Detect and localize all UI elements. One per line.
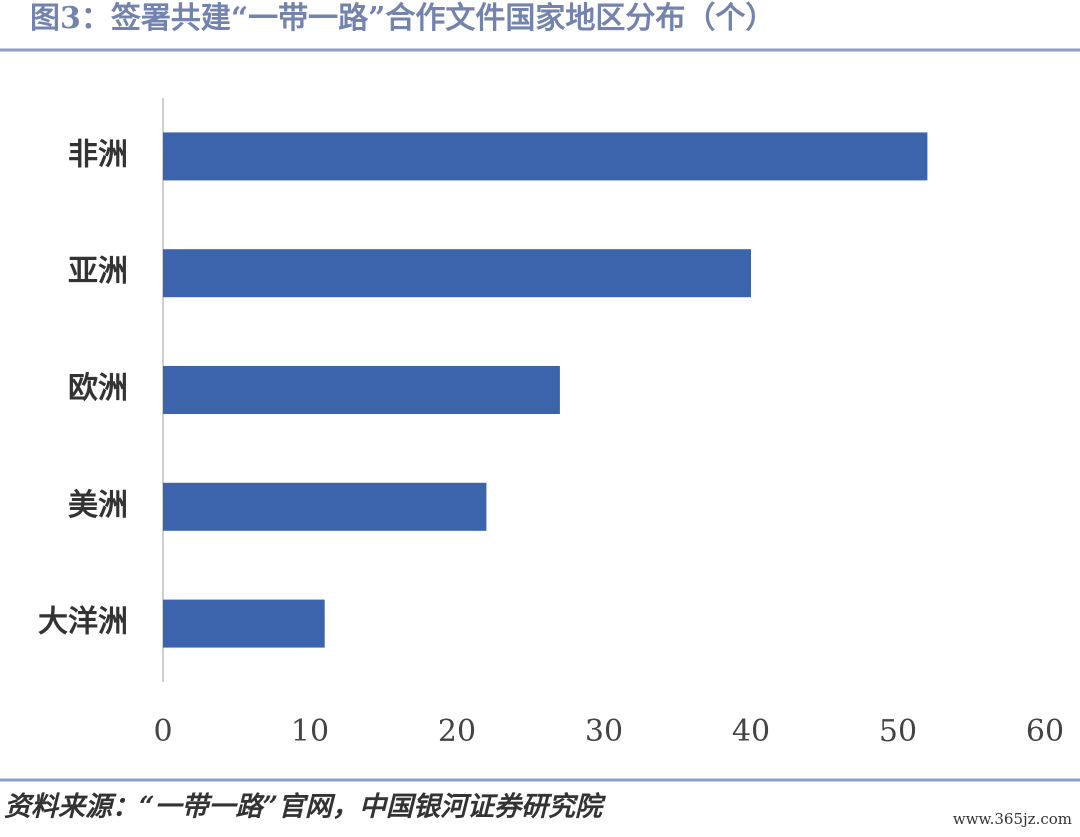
x-tick-label: 60 [1026, 714, 1064, 749]
y-tick-label: 非洲 [68, 137, 128, 172]
x-tick-label: 40 [732, 714, 770, 749]
y-tick-label: 亚洲 [68, 254, 128, 289]
bar [163, 482, 487, 531]
bar [163, 249, 751, 298]
y-tick-label: 欧洲 [68, 371, 128, 406]
x-tick-label: 50 [879, 714, 917, 749]
bar [163, 366, 560, 414]
source-note: 资料来源：“一带一路”官网，中国银河证券研究院 [4, 792, 607, 823]
bar [163, 599, 325, 648]
chart-title: 图3：签署共建“一带一路”合作文件国家地区分布（个） [30, 1, 775, 36]
y-tick-label: 大洋洲 [38, 605, 128, 640]
x-tick-label: 0 [153, 714, 172, 749]
x-tick-label: 10 [291, 714, 329, 749]
bar [163, 132, 928, 181]
x-tick-label: 20 [438, 714, 476, 749]
watermark: www.365jz.com [953, 810, 1072, 828]
x-tick-label: 30 [585, 714, 623, 749]
y-tick-label: 美洲 [68, 488, 128, 523]
